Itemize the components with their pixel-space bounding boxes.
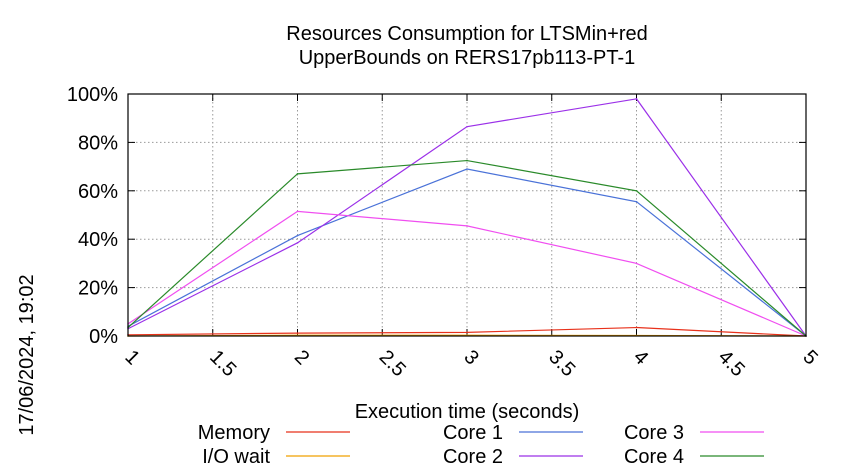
y-axis: 0% 20% 40% 60% 80% 100% [67,84,806,348]
data-point-core-1 [635,200,638,203]
data-point-core-3 [296,210,299,213]
legend-label-i-o-wait: I/O wait [202,446,270,468]
x-tick-label: 2.5 [375,346,410,381]
data-point-core-3 [466,225,468,227]
grid [128,94,806,336]
x-tick-label: 3 [459,346,482,369]
data-point-core-4 [635,190,638,192]
data-point-memory [466,331,468,334]
legend-label-core-1: Core 1 [443,422,503,444]
x-tick-label: 4 [629,346,652,369]
x-tick-label: 3.5 [544,346,579,381]
y-tick-label: 20% [78,278,118,300]
legend-label-core-4: Core 4 [624,446,684,468]
y-tick-label: 60% [78,181,118,203]
timestamp-label: 17/06/2024, 19:02 [16,274,38,435]
data-point-core-2 [296,242,299,244]
data-point-core-3 [635,262,638,265]
y-tick-label: 100% [67,84,118,106]
y-tick-label: 80% [78,132,118,154]
x-tick-label: 2 [290,346,313,369]
data-point-core-1 [466,168,468,170]
plot-frame [127,93,807,337]
x-tick-label: 1 [120,346,143,369]
chart-title-line-1: Resources Consumption for LTSMin+red [286,23,647,45]
y-tick-label: 40% [78,229,118,251]
x-axis-label: Execution time (seconds) [355,401,580,423]
x-tick-label: 1.5 [205,346,240,381]
y-tick-label: 0% [89,326,118,348]
x-tick-label: 5 [798,346,821,369]
data-point-core-1 [296,234,299,237]
data-point-core-4 [296,173,299,175]
x-axis: 1 1.5 2 2.5 3 3.5 4 4.5 5 [120,94,822,381]
data-point-core-4 [466,159,468,162]
data-point-core-2 [466,125,468,128]
x-tick-label: 4.5 [714,346,749,381]
data-point-memory [296,332,299,334]
data-point-memory [635,326,638,329]
data-point-core-2 [635,98,638,100]
legend-label-memory: Memory [198,422,270,444]
series-lines [127,98,807,337]
legend-label-core-2: Core 2 [443,446,503,468]
chart-title-line-2: UpperBounds on RERS17pb113-PT-1 [299,47,636,69]
legend-label-core-3: Core 3 [624,422,684,444]
